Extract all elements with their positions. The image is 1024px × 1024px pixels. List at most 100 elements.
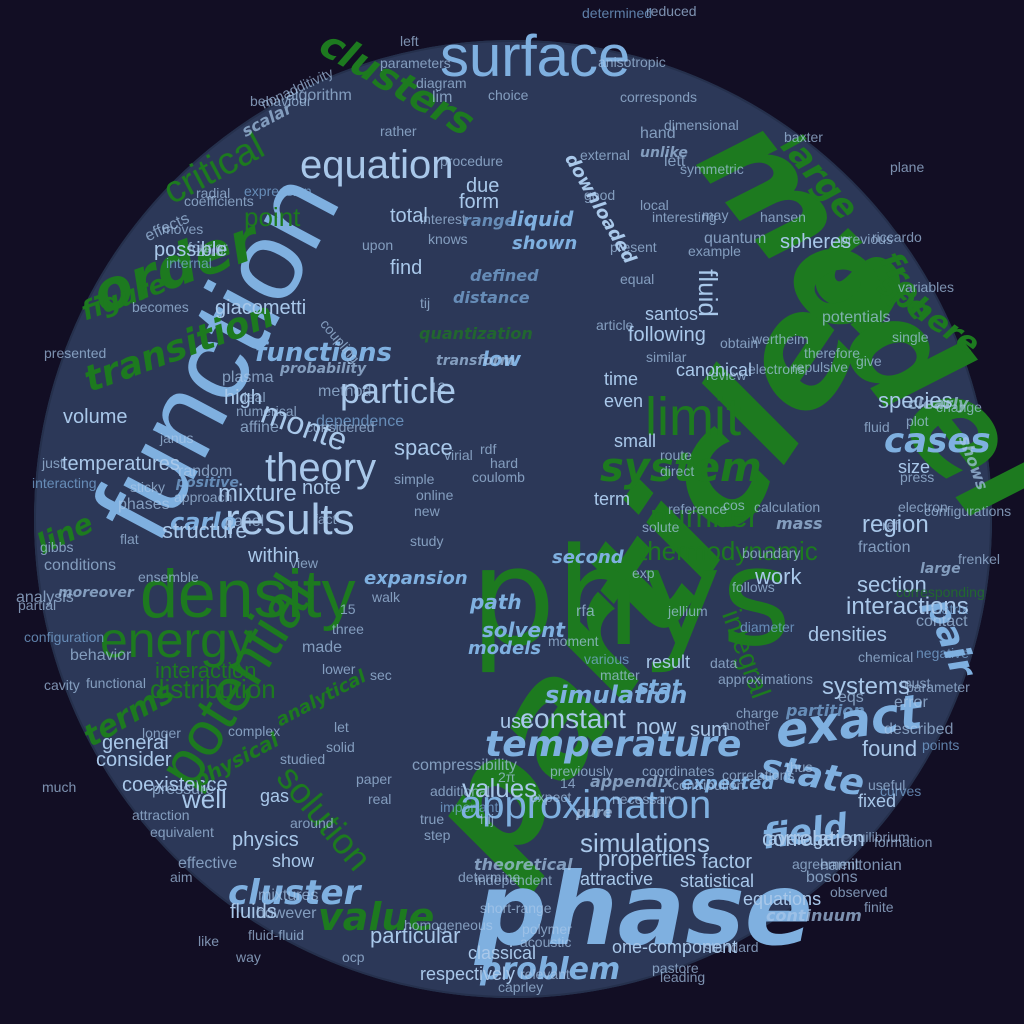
word-equations: equations bbox=[743, 889, 822, 909]
word-previously: previously bbox=[550, 763, 614, 779]
word-distribution: distribution bbox=[150, 674, 276, 704]
word-continuum: continuum bbox=[766, 906, 862, 925]
word-behavior: behavior bbox=[70, 647, 132, 664]
word-find: find bbox=[390, 257, 423, 279]
word-12: 12 bbox=[430, 379, 446, 395]
word-temperatures: temperatures bbox=[62, 453, 180, 475]
word-average: average bbox=[768, 829, 834, 849]
word-thermodynamic: thermodynamic bbox=[640, 536, 818, 566]
word-study: study bbox=[410, 533, 444, 549]
word-plane: plane bbox=[890, 159, 925, 175]
word-another: another bbox=[722, 717, 770, 733]
word-configurations: configurations bbox=[924, 503, 1012, 519]
word-direct: direct bbox=[660, 463, 695, 479]
word-limit: limit bbox=[645, 387, 741, 447]
word-interest: interest bbox=[420, 211, 466, 227]
word-distance: distance bbox=[453, 288, 530, 307]
word-correlations: correlations bbox=[722, 767, 795, 783]
word-spheres: spheres bbox=[780, 231, 852, 253]
word-lim: lim bbox=[432, 89, 453, 106]
word-mixtures: mixtures bbox=[258, 887, 319, 904]
word-matrix: matrix bbox=[930, 601, 969, 617]
word-canonical: canonical bbox=[676, 360, 753, 380]
word-pastore: pastore bbox=[652, 960, 699, 976]
word-presented: presented bbox=[44, 345, 107, 361]
word-equation: equation bbox=[300, 143, 454, 187]
word-one-component: one-component bbox=[612, 937, 738, 957]
word-clearly: clearly bbox=[908, 394, 969, 413]
word-online: online bbox=[416, 487, 454, 503]
word-attractive: attractive bbox=[580, 869, 654, 889]
word-studied: studied bbox=[280, 751, 326, 767]
word-surface: surface bbox=[440, 24, 631, 89]
word-positive: positive bbox=[176, 475, 239, 491]
word-polymer: polymer bbox=[522, 921, 572, 937]
word-riccardo: riccardo bbox=[872, 229, 922, 245]
word-useful: useful bbox=[868, 777, 906, 793]
word-factor: factor bbox=[702, 851, 753, 873]
word-true: true bbox=[420, 811, 445, 827]
word-contact: contact bbox=[916, 613, 968, 630]
word-frenkel: frenkel bbox=[958, 551, 1001, 567]
word-approach: approach bbox=[174, 489, 233, 505]
word-high: high bbox=[224, 387, 262, 409]
word-fluid: fluid bbox=[692, 269, 723, 317]
word-moment: moment bbox=[548, 633, 599, 649]
word-therefore: therefore bbox=[804, 345, 861, 361]
word-bosons: bosons bbox=[806, 869, 858, 886]
word-curves: curves bbox=[880, 783, 922, 799]
word-acoustic: acoustic bbox=[520, 934, 572, 950]
word-section: section bbox=[857, 572, 927, 597]
word-species: species bbox=[878, 388, 953, 413]
word-electron: electron bbox=[898, 499, 948, 515]
word-standard: standard bbox=[704, 939, 759, 955]
word-path: path bbox=[470, 590, 522, 614]
word-solid: solid bbox=[326, 739, 355, 755]
word-ideal: ideal bbox=[236, 389, 266, 405]
word-chemical: chemical bbox=[858, 649, 914, 665]
word-functional: functional bbox=[86, 675, 146, 691]
word-system: system bbox=[600, 445, 762, 491]
word-shown: shown bbox=[512, 233, 578, 254]
word-quantization: quantization bbox=[419, 324, 533, 343]
word-santos: santos bbox=[645, 304, 699, 324]
word-gas: gas bbox=[260, 786, 290, 806]
word-equilibrium: equilibrium bbox=[842, 829, 910, 845]
word-just: just bbox=[42, 455, 64, 471]
word-statistical: statistical bbox=[680, 871, 755, 891]
word-possible: possible bbox=[154, 239, 228, 261]
word-knows: knows bbox=[428, 231, 468, 247]
word-new: new bbox=[414, 503, 440, 519]
cloud-disc-background bbox=[34, 40, 992, 998]
word-partition: partition bbox=[786, 701, 865, 720]
word-solute: solute bbox=[642, 519, 680, 535]
word-press: press bbox=[900, 469, 935, 485]
word-fact: fact bbox=[314, 511, 337, 527]
word-functions: functions bbox=[255, 338, 392, 368]
word-janus: janus bbox=[160, 430, 194, 446]
word-data: data bbox=[710, 655, 738, 671]
word-made: made bbox=[302, 639, 343, 656]
word-flat: flat bbox=[120, 531, 139, 547]
word-like: like bbox=[198, 933, 220, 949]
word-coulomb: coulomb bbox=[472, 469, 525, 485]
word-phases: phases bbox=[118, 496, 170, 513]
word-let: let bbox=[334, 719, 349, 735]
word-configuration: configuration bbox=[24, 629, 105, 645]
word-obtain: obtain bbox=[720, 335, 759, 351]
word-large: large bbox=[920, 561, 961, 577]
word-rather: rather bbox=[380, 123, 417, 139]
word-cases: cases bbox=[884, 421, 991, 461]
word-relevant: relevant bbox=[520, 966, 570, 982]
word-behaviour: behaviour bbox=[250, 93, 312, 109]
word-value: value bbox=[318, 895, 435, 939]
word-fixed: fixed bbox=[858, 791, 897, 811]
word-view: view bbox=[290, 555, 319, 571]
word-size: size bbox=[898, 457, 931, 477]
word-physics: physics bbox=[232, 829, 299, 851]
word-give: give bbox=[856, 353, 882, 369]
word-determined: determined bbox=[582, 5, 653, 21]
word-around: around bbox=[290, 815, 334, 831]
word-coefficients: coefficients bbox=[184, 193, 254, 209]
word-coordinates: coordinates bbox=[642, 763, 715, 779]
